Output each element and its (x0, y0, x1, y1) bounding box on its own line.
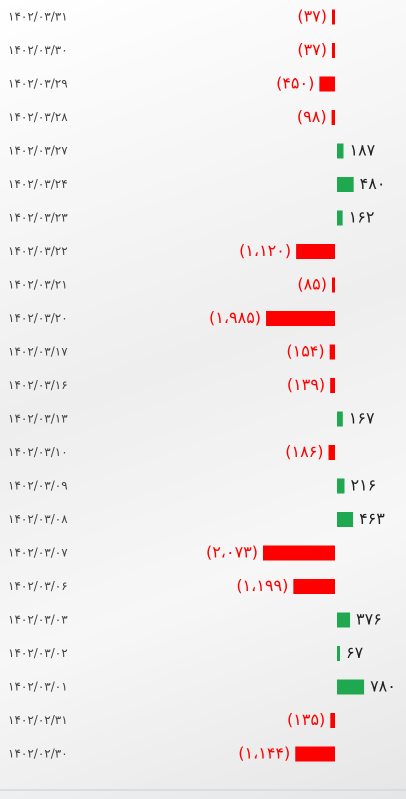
bar (319, 77, 335, 92)
date-label: ۱۴۰۲/۰۳/۲۸ (8, 110, 68, 124)
bar (330, 713, 335, 728)
date-label: ۱۴۰۲/۰۳/۲۷ (8, 144, 68, 158)
value-label: ۱۸۷ (349, 141, 375, 160)
value-label: (۱،۱۲۰) (239, 241, 291, 260)
bar (337, 144, 343, 159)
value-label: (۳۷) (297, 40, 327, 59)
date-label: ۱۴۰۲/۰۳/۰۸ (8, 512, 68, 526)
bar (337, 479, 345, 494)
value-label: (۱،۱۴۴) (238, 744, 290, 763)
date-label: ۱۴۰۲/۰۳/۲۴ (8, 177, 68, 191)
date-label: ۱۴۰۲/۰۳/۰۲ (8, 646, 68, 660)
value-label: ۲۱۶ (351, 476, 377, 495)
date-label: ۱۴۰۲/۰۳/۰۶ (8, 579, 68, 593)
value-label: ۶۷ (346, 643, 364, 662)
bar (293, 579, 335, 594)
value-label: (۱۵۴) (286, 342, 324, 361)
value-label: (۱،۱۹۹) (236, 576, 288, 595)
bar (337, 646, 340, 661)
bar (332, 278, 335, 293)
bar (266, 311, 335, 326)
chart: ۱۴۰۲/۰۳/۳۱ (۳۷) ۱۴۰۲/۰۳/۳۰ (۳۷) ۱۴۰۲/۰۳/۲۹ (۴… (0, 0, 406, 799)
bar (332, 10, 335, 25)
date-label: ۱۴۰۲/۰۳/۰۳ (8, 613, 68, 627)
bar (337, 177, 354, 192)
value-label: (۸۵) (297, 275, 327, 294)
page: ۱۴۰۲/۰۳/۳۱ (۳۷) ۱۴۰۲/۰۳/۳۰ (۳۷) ۱۴۰۲/۰۳/۲۹ (۴… (0, 0, 406, 799)
bar (295, 747, 335, 762)
date-label: ۱۴۰۲/۰۳/۲۹ (8, 77, 68, 91)
date-label: ۱۴۰۲/۰۲/۳۱ (8, 713, 68, 727)
value-label: ۱۶۲ (349, 208, 375, 227)
value-label: ۳۷۶ (356, 610, 382, 629)
bar (330, 378, 335, 393)
bar (296, 244, 335, 259)
value-label: ۴۸۰ (360, 174, 386, 193)
value-label: ۱۶۷ (349, 409, 375, 428)
date-label: ۱۴۰۲/۰۳/۰۱ (8, 680, 68, 694)
date-label: ۱۴۰۲/۰۳/۱۷ (8, 345, 68, 359)
bar (332, 43, 335, 58)
date-label: ۱۴۰۲/۰۳/۰۹ (8, 479, 68, 493)
date-label: ۱۴۰۲/۰۳/۱۰ (8, 445, 68, 459)
value-label: (۴۵۰) (276, 74, 314, 93)
bar (337, 412, 343, 427)
bar (337, 512, 353, 527)
value-label: (۲،۰۷۳) (206, 543, 258, 562)
bar (330, 345, 335, 360)
value-label: (۱،۹۸۵) (209, 308, 261, 327)
bar (337, 211, 343, 226)
date-label: ۱۴۰۲/۰۳/۱۳ (8, 412, 68, 426)
value-label: (۱۳۵) (287, 710, 325, 729)
value-label: (۱۳۹) (287, 375, 325, 394)
date-label: ۱۴۰۲/۰۳/۲۱ (8, 278, 68, 292)
bar (332, 110, 335, 125)
date-label: ۱۴۰۲/۰۳/۳۰ (8, 43, 68, 57)
value-label: (۹۸) (297, 107, 327, 126)
date-label: ۱۴۰۲/۰۳/۲۲ (8, 244, 68, 258)
bar (337, 680, 364, 695)
date-label: ۱۴۰۲/۰۳/۰۷ (8, 546, 68, 560)
value-label: (۱۸۶) (285, 442, 323, 461)
date-label: ۱۴۰۲/۰۳/۱۶ (8, 378, 68, 392)
bar (337, 613, 350, 628)
date-label: ۱۴۰۲/۰۳/۲۳ (8, 211, 68, 225)
bar (263, 546, 335, 561)
value-label: ۷۸۰ (370, 677, 396, 696)
date-label: ۱۴۰۲/۰۳/۳۱ (8, 10, 68, 24)
date-label: ۱۴۰۲/۰۳/۲۰ (8, 311, 68, 325)
bar (329, 445, 335, 460)
value-label: (۳۷) (297, 7, 327, 26)
date-label: ۱۴۰۲/۰۲/۳۰ (8, 747, 68, 761)
value-label: ۴۶۳ (359, 509, 385, 528)
